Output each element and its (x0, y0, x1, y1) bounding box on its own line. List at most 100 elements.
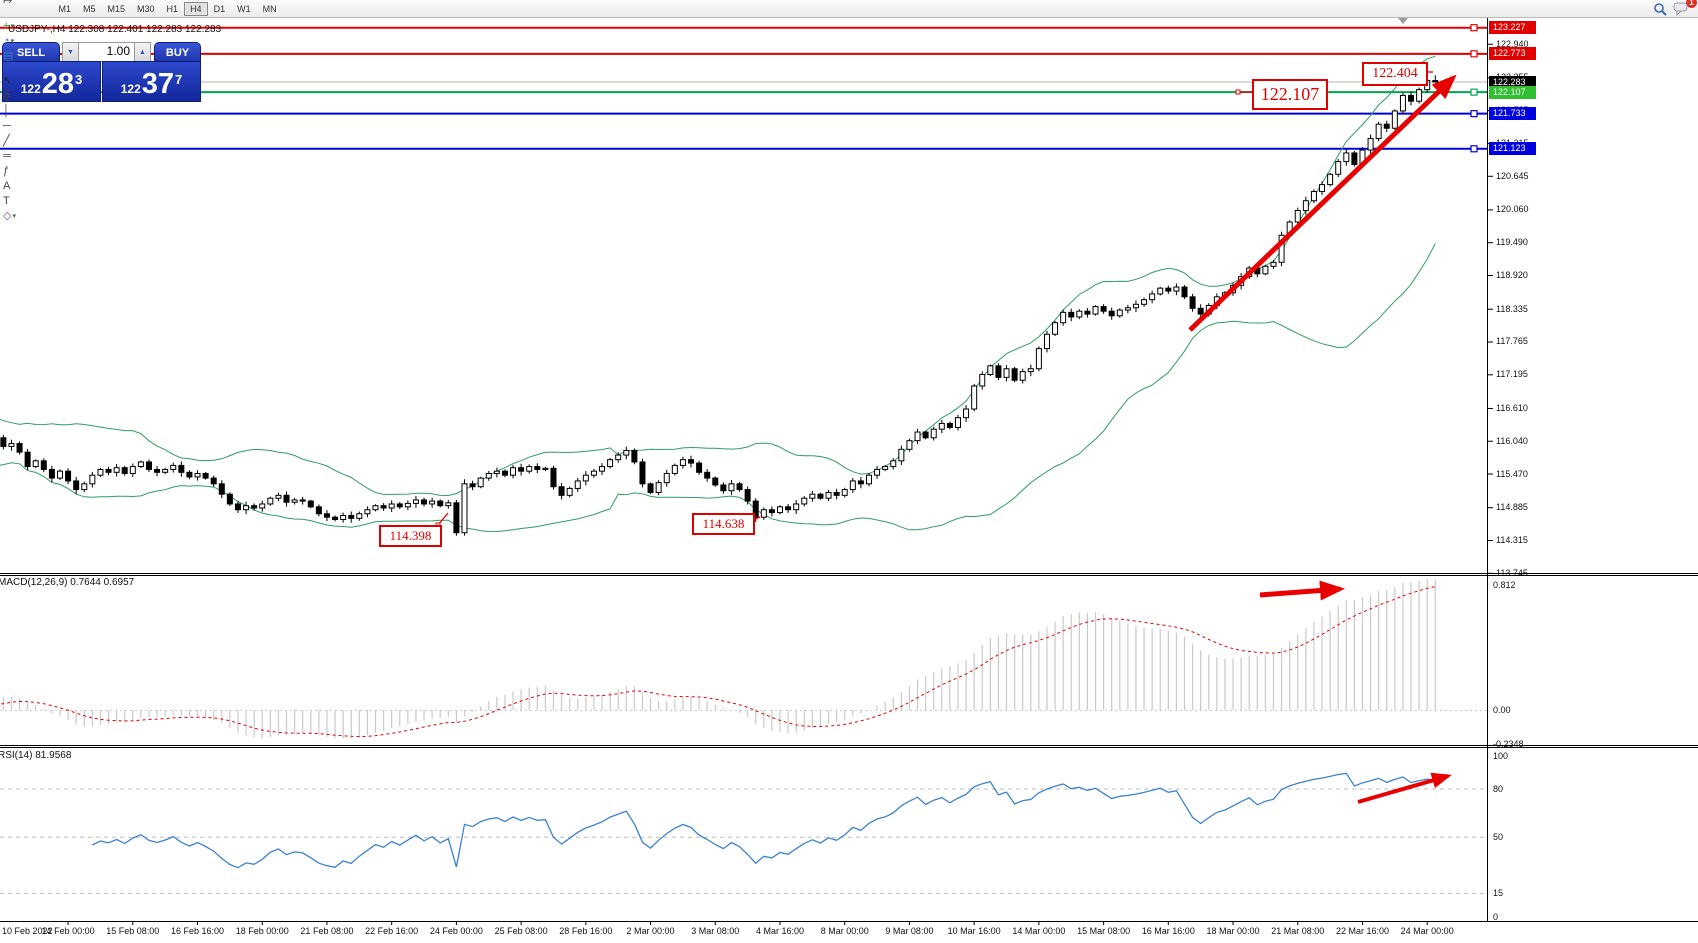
price-annotation-114.638[interactable]: 114.638 (692, 513, 755, 535)
trend-arrows[interactable] (435, 69, 1457, 804)
auto-scroll-icon: ↦ (3, 0, 13, 7)
price-badge-123.227: 123.227 (1489, 21, 1536, 35)
timeframe-m30[interactable]: M30 (137, 3, 155, 14)
templates-button[interactable]: ▤ (0, 49, 52, 64)
time-axis-label: 3 Mar 08:00 (691, 926, 740, 936)
rsi-scale-tick: 80 (1493, 783, 1504, 794)
hline-tool: ─ (3, 119, 11, 132)
sell-price-sup: 3 (75, 72, 83, 87)
text-tool[interactable]: A (0, 179, 52, 194)
horizontal-level-lines[interactable] (0, 24, 1487, 153)
add-indicator-button-caret[interactable]: ▾ (10, 23, 14, 30)
rsi-scale-tick: 0 (1493, 912, 1499, 922)
price-annotation-122.404[interactable]: 122.404 (1362, 62, 1428, 86)
timeframe-m1[interactable]: M1 (58, 3, 71, 14)
hline-handle[interactable] (1470, 145, 1478, 153)
rsi-scale-tick: 100 (1493, 751, 1509, 762)
time-axis-label: 22 Mar 16:00 (1335, 926, 1389, 936)
one-click-trading-panel: SELL ▼ 1.00 ▲ BUY 122 28 3 122 37 7 (2, 42, 201, 102)
price-scale-tick: 117.195 (1496, 369, 1528, 380)
time-axis-label: 9 Mar 08:00 (885, 926, 934, 936)
trendline-tool[interactable]: ╱ (0, 134, 52, 149)
chart-symbol-ohlc-line: USDJPY-,H4 122.308 122.401 122.283 122.2… (8, 24, 222, 35)
hline-tool[interactable]: ─ (0, 119, 52, 134)
search-icon[interactable] (1650, 1, 1670, 16)
macd-histogram (0, 578, 1436, 739)
hline-handle[interactable] (1470, 24, 1478, 32)
hline-handle[interactable] (1470, 110, 1478, 118)
trend-arrow-main[interactable] (1188, 74, 1457, 332)
price-scale-tick: 114.885 (1496, 502, 1528, 513)
channel-tool: ═ (3, 149, 11, 162)
toolbar-left-group: ▦新订单◆☻◉▶自动交易▮◫≈⊕⊖▣→↦+▾◔▾▤↖╬│─╱═ƒAT◇▾ (0, 0, 52, 234)
rsi-scale-tick: 50 (1493, 831, 1504, 842)
bollinger-lower-band (0, 243, 1436, 533)
price-annotation-122.107[interactable]: 122.107 (1252, 79, 1328, 110)
trend-arrow-rsi[interactable] (1357, 772, 1452, 804)
periods-button[interactable]: ◔ ▾ (0, 34, 52, 49)
price-annotation-114.398[interactable]: 114.398 (379, 525, 442, 547)
channel-tool[interactable]: ═ (0, 149, 52, 164)
timeframe-w1[interactable]: W1 (237, 3, 251, 14)
time-axis-label: 24 Mar 00:00 (1400, 926, 1454, 936)
sell-price-main: 28 (41, 68, 75, 100)
fibonacci-tool[interactable]: ƒ (0, 164, 52, 179)
arrows-tool-caret[interactable]: ▾ (12, 213, 16, 220)
buy-price-display[interactable]: 122 37 7 (102, 61, 201, 102)
timeframe-m15[interactable]: M15 (107, 3, 126, 14)
buy-button[interactable]: BUY (154, 42, 201, 63)
notification-badge: 1 (1686, 0, 1697, 8)
time-axis-label: 8 Mar 00:00 (820, 926, 869, 936)
timeframe-mn[interactable]: MN (262, 3, 277, 14)
axis-tick-marks (67, 43, 1493, 925)
periods-button: ◔ (3, 34, 10, 47)
time-axis-label: 16 Mar 16:00 (1141, 926, 1195, 936)
timeframe-d1[interactable]: D1 (213, 3, 226, 14)
time-axis-label: 15 Feb 08:00 (106, 926, 160, 936)
hline-handle[interactable] (1470, 50, 1478, 58)
scroll-position-marker (1398, 18, 1408, 24)
timeframe-h4[interactable]: H4 (184, 1, 208, 16)
rsi-scale-tick: 15 (1493, 887, 1504, 898)
timeframe-m5[interactable]: M5 (83, 3, 96, 14)
sell-price-display[interactable]: 122 28 3 (2, 61, 101, 102)
time-axis-label: 18 Mar 00:00 (1206, 926, 1260, 936)
price-scale-tick: 116.040 (1496, 435, 1528, 446)
time-axis-label: 10 Feb 2022 (2, 926, 53, 936)
auto-scroll-icon[interactable]: ↦ (0, 0, 52, 9)
crosshair-tool[interactable]: ╬ (0, 89, 52, 104)
time-axis-label: 21 Feb 08:00 (300, 926, 354, 936)
cursor-tool[interactable]: ↖ (0, 74, 52, 89)
fibonacci-tool: ƒ (3, 164, 10, 177)
periods-button-caret[interactable]: ▾ (10, 38, 15, 45)
vline-tool[interactable]: │ (0, 104, 52, 119)
price-badge-122.283: 122.283 (1489, 75, 1536, 89)
trend-arrow-macd[interactable] (1259, 580, 1345, 601)
timeframe-h1[interactable]: H1 (166, 3, 179, 14)
time-axis-label: 4 Mar 16:00 (755, 926, 805, 936)
rsi-line (92, 772, 1436, 869)
hline-handle[interactable] (1470, 88, 1478, 96)
time-axis-label: 14 Mar 00:00 (1012, 926, 1066, 936)
chat-icon[interactable]: 1 (1670, 0, 1697, 16)
arrows-tool[interactable]: ◇ ▾ (0, 209, 52, 224)
sell-button[interactable]: SELL (2, 42, 60, 63)
templates-button: ▤ (3, 49, 14, 62)
time-axis-label: 21 Mar 08:00 (1271, 926, 1325, 936)
price-scale-tick: 118.335 (1496, 303, 1528, 314)
rsi-value-line (92, 772, 1436, 869)
time-axis-label: 14 Feb 00:00 (41, 926, 95, 936)
price-scale-tick: 114.315 (1496, 535, 1528, 545)
add-indicator-button[interactable]: + ▾ (0, 19, 52, 34)
price-badge-122.773: 122.773 (1489, 47, 1536, 61)
volume-decrease-button[interactable]: ▼ (62, 42, 79, 63)
vline-tool: │ (3, 104, 10, 117)
text-label-tool[interactable]: T (0, 194, 52, 209)
volume-increase-button[interactable]: ▲ (134, 42, 151, 63)
volume-input[interactable]: 1.00 (79, 42, 134, 62)
cursor-tool: ↖ (3, 74, 13, 87)
price-scale-tick: 117.765 (1496, 336, 1528, 347)
time-axis-label: 18 Feb 00:00 (235, 926, 289, 936)
rsi-indicator-label: RSI(14) 81.9568 (0, 750, 72, 761)
